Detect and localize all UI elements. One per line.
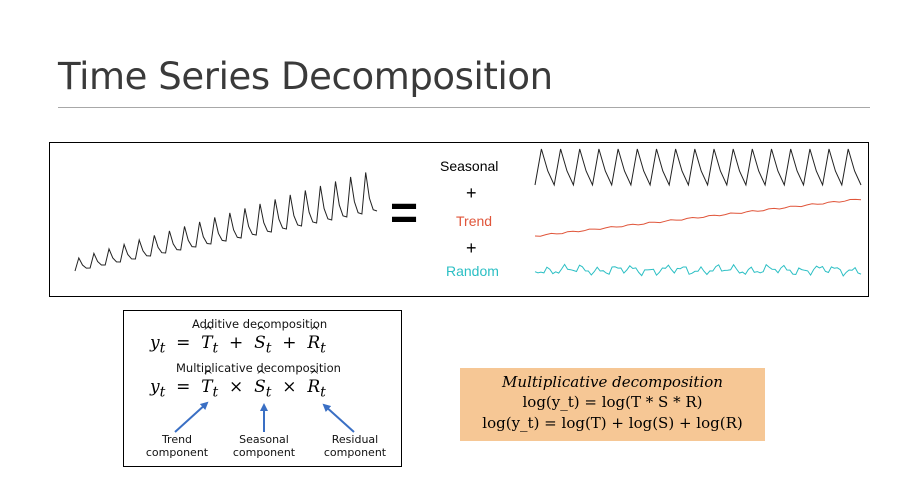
residual-arrow-icon <box>322 403 355 433</box>
log-box-heading: Multiplicative decomposition <box>502 373 723 391</box>
plus-sign-2: + <box>466 238 477 258</box>
trend-component-label: Trend component <box>145 433 209 459</box>
formula-box: Additive decomposition yt = Tt + St + Rt… <box>123 310 402 467</box>
random-series-line <box>534 263 862 277</box>
seasonal-component-label: Seasonal component <box>232 433 296 459</box>
residual-component-label: Residual component <box>323 433 387 459</box>
random-label: Random <box>446 263 499 279</box>
component-arrows <box>174 401 355 433</box>
equals-sign: = <box>390 187 419 240</box>
slide-title: Time Series Decomposition <box>58 55 553 98</box>
decomposition-plots <box>74 148 862 277</box>
multiplicative-formula: yt = Tt × St × Rt <box>150 368 326 400</box>
multiplicative-log-box: Multiplicative decomposition log(y_t) = … <box>460 368 765 441</box>
log-equation-1: log(y_t) = log(T * S * R) <box>522 393 703 411</box>
seasonal-series-line <box>534 148 862 187</box>
trend-series-line <box>534 198 862 237</box>
title-divider <box>58 107 870 108</box>
log-equation-2: log(y_t) = log(T) + log(S) + log(R) <box>482 414 743 432</box>
original-series-line <box>74 172 378 272</box>
plus-sign-1: + <box>466 183 477 203</box>
seasonal-label: Seasonal <box>440 158 499 174</box>
decomposition-panel: = Seasonal + Trend + Random <box>49 142 869 297</box>
trend-arrow-icon <box>174 401 209 433</box>
trend-label: Trend <box>456 213 493 229</box>
additive-formula: yt = Tt + St + Rt <box>150 324 326 356</box>
